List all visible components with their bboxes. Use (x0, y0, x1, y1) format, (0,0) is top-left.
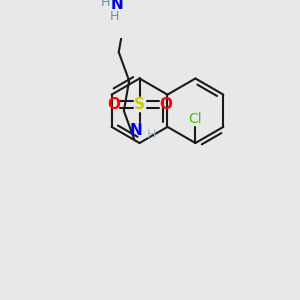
Text: S: S (134, 97, 145, 112)
Text: O: O (159, 97, 172, 112)
Text: N: N (111, 0, 124, 11)
Text: Cl: Cl (189, 112, 202, 126)
Text: H: H (100, 0, 110, 9)
Text: H: H (147, 128, 156, 141)
Text: N: N (130, 123, 142, 138)
Text: H: H (109, 10, 119, 23)
Text: O: O (107, 97, 120, 112)
